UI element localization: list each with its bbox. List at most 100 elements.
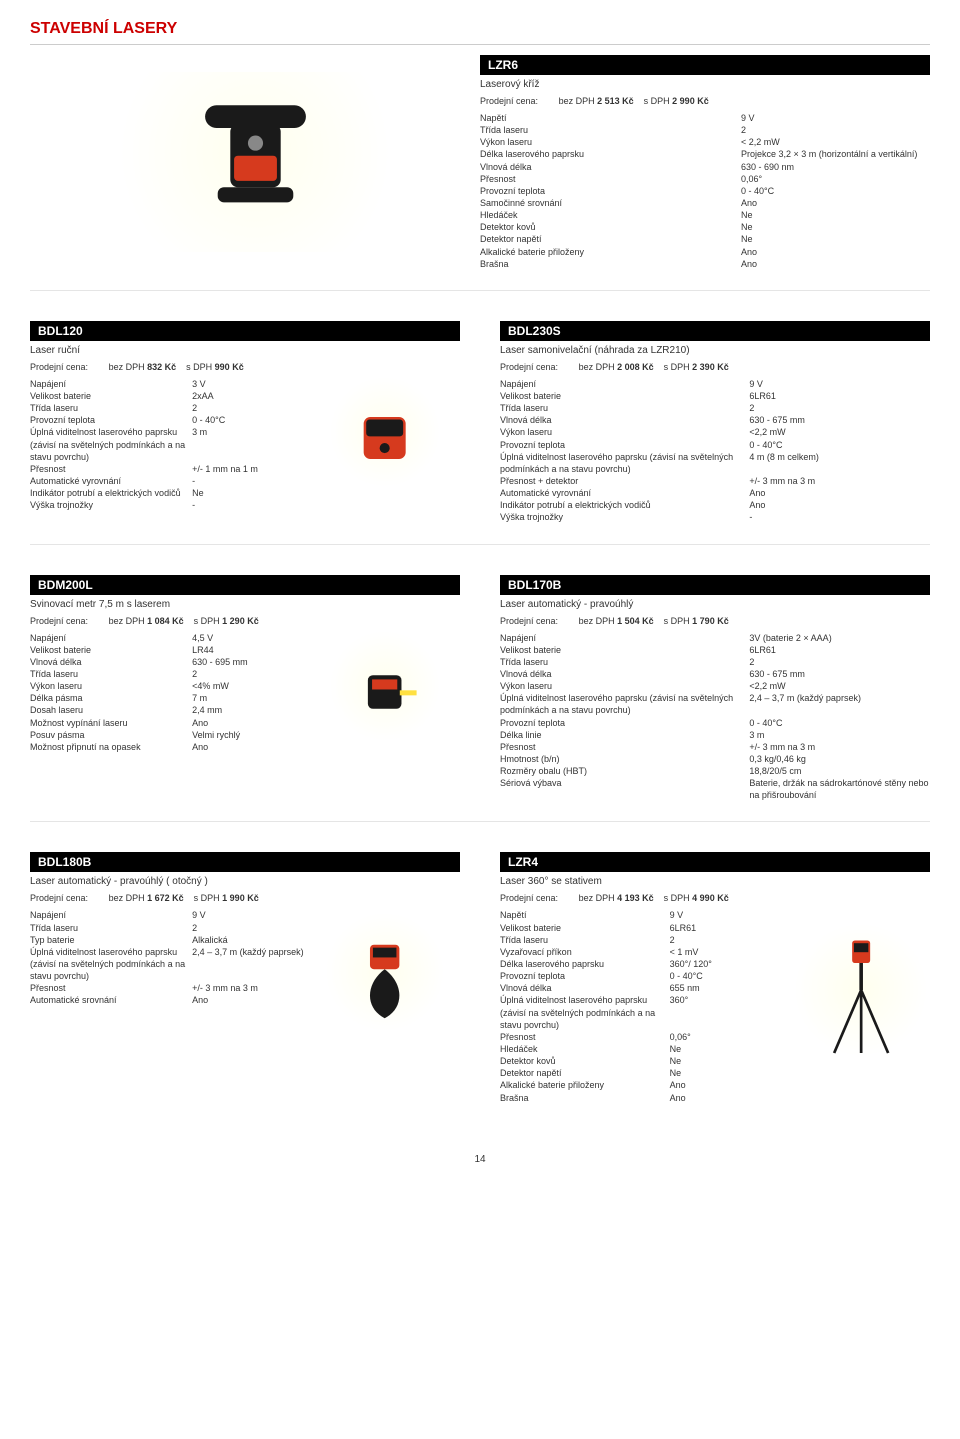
spec-key: Velikost baterie <box>30 644 192 656</box>
spec-key: Vlnová délka <box>480 161 741 173</box>
spec-row: Automatické srovnáníAno <box>30 994 310 1006</box>
spec-value: 630 - 675 mm <box>749 668 930 680</box>
spec-key: Velikost baterie <box>500 390 749 402</box>
spec-value: Ne <box>192 487 309 499</box>
spec-value: 9 V <box>741 112 930 124</box>
spec-value: 2 <box>670 934 793 946</box>
spec-key: Brašna <box>480 258 741 270</box>
spec-key: Velikost baterie <box>30 390 192 402</box>
spec-row: Provozní teplota0 - 40°C <box>500 439 930 451</box>
spec-value: < 2,2 mW <box>741 136 930 148</box>
spec-key: Napájení <box>30 378 192 390</box>
price-ex: 2 513 Kč <box>597 96 634 106</box>
spec-row: BrašnaAno <box>500 1092 792 1104</box>
spec-key: Úplná viditelnost laserového paprsku (zá… <box>500 994 670 1030</box>
spec-row: Alkalické baterie přiloženyAno <box>480 246 930 258</box>
spec-row: Přesnost0,06° <box>500 1031 792 1043</box>
spec-value: Ne <box>741 221 930 233</box>
spec-row: Detektor kovůNe <box>500 1055 792 1067</box>
spec-value: Ano <box>192 741 309 753</box>
spec-value: Ano <box>192 994 309 1006</box>
product-bdl120: BDL120 Laser ruční Prodejní cena: bez DP… <box>30 321 480 524</box>
spec-row: Automatické vyrovnáníAno <box>500 487 930 499</box>
spec-value: Ne <box>741 209 930 221</box>
price-list-label: Prodejní cena: <box>30 893 106 903</box>
spec-row: Sériová výbavaBaterie, držák na sádrokar… <box>500 777 930 801</box>
spec-key: Samočinné srovnání <box>480 197 741 209</box>
spec-row: Délka laserového paprsku360°/ 120° <box>500 958 792 970</box>
spec-row: Provozní teplota0 - 40°C <box>480 185 930 197</box>
spec-value: 630 - 675 mm <box>749 414 930 426</box>
spec-row: Detektor kovůNe <box>480 221 930 233</box>
spec-key: Typ baterie <box>30 934 192 946</box>
spec-row: Vlnová délka630 - 690 nm <box>480 161 930 173</box>
spec-row: Napájení4,5 V <box>30 632 310 644</box>
spec-row: Úplná viditelnost laserového paprsku (zá… <box>500 451 930 475</box>
price-ex: 1 504 Kč <box>617 616 654 626</box>
spec-row: Délka pásma7 m <box>30 692 310 704</box>
spec-value: Ano <box>192 717 309 729</box>
spec-key: Přesnost <box>480 173 741 185</box>
spec-key: Třída laseru <box>480 124 741 136</box>
product-image-bdl120 <box>310 378 461 498</box>
spec-row: Velikost baterie6LR61 <box>500 922 792 934</box>
price-list-label: Prodejní cena: <box>480 96 556 106</box>
price-ex: 832 Kč <box>147 362 176 372</box>
spec-key: Možnost vypínání laseru <box>30 717 192 729</box>
section-title: STAVEBNÍ LASERY <box>30 20 930 45</box>
spec-key: Délka linie <box>500 729 749 741</box>
price-ex: 2 008 Kč <box>617 362 654 372</box>
spec-key: Třída laseru <box>30 668 192 680</box>
spec-value: +/- 3 mm na 3 m <box>749 475 930 487</box>
spec-row: Indikátor potrubí a elektrických vodičůA… <box>500 499 930 511</box>
spec-value: 2 <box>192 402 309 414</box>
spec-row: Třída laseru2 <box>30 402 310 414</box>
spec-value: 0 - 40°C <box>749 717 930 729</box>
spec-key: Detektor napětí <box>480 233 741 245</box>
spec-value: 630 - 690 nm <box>741 161 930 173</box>
spec-value: Ano <box>749 487 930 499</box>
spec-key: Hledáček <box>480 209 741 221</box>
spec-row: Třída laseru2 <box>500 402 930 414</box>
price-list-label: Prodejní cena: <box>30 362 106 372</box>
price-line: Prodejní cena: bez DPH 2 008 Kč s DPH 2 … <box>500 360 930 378</box>
spec-key: Provozní teplota <box>500 970 670 982</box>
spec-row: Přesnost+/- 1 mm na 1 m <box>30 463 310 475</box>
spec-key: Přesnost <box>500 1031 670 1043</box>
spec-value: 18,8/20/5 cm <box>749 765 930 777</box>
spec-value: 2 <box>749 402 930 414</box>
spec-key: Úplná viditelnost laserového paprsku (zá… <box>500 451 749 475</box>
spec-key: Alkalické baterie přiloženy <box>480 246 741 258</box>
spec-row: Třída laseru2 <box>500 934 792 946</box>
spec-key: Velikost baterie <box>500 644 749 656</box>
product-image-lzr6 <box>30 72 480 252</box>
spec-key: Napájení <box>500 378 749 390</box>
product-bdl230s: BDL230S Laser samonivelační (náhrada za … <box>480 321 930 524</box>
spec-value: +/- 3 mm na 3 m <box>192 982 309 994</box>
spec-row: Dosah laseru2,4 mm <box>30 704 310 716</box>
spec-value: 7 m <box>192 692 309 704</box>
price-inc: 2 990 Kč <box>672 96 709 106</box>
price-line: Prodejní cena: bez DPH 832 Kč s DPH 990 … <box>30 360 460 378</box>
product-lzr6: LZR6 Laserový kříž Prodejní cena: bez DP… <box>30 55 930 291</box>
spec-row: HledáčekNe <box>500 1043 792 1055</box>
price-list-label: Prodejní cena: <box>500 893 576 903</box>
spec-row: Napájení3 V <box>30 378 310 390</box>
price-inc: 990 Kč <box>215 362 244 372</box>
spec-key: Třída laseru <box>500 656 749 668</box>
spec-value: Ne <box>670 1043 793 1055</box>
spec-table: Napětí9 VTřída laseru2Výkon laseru< 2,2 … <box>480 112 930 270</box>
spec-row: Detektor napětíNe <box>500 1067 792 1079</box>
row-2: BDL120 Laser ruční Prodejní cena: bez DP… <box>30 321 930 545</box>
spec-value: 4 m (8 m celkem) <box>749 451 930 475</box>
spec-key: Indikátor potrubí a elektrických vodičů <box>30 487 192 499</box>
spec-row: Vlnová délka630 - 675 mm <box>500 414 930 426</box>
spec-key: Délka laserového paprsku <box>480 148 741 160</box>
price-ex: 1 084 Kč <box>147 616 184 626</box>
spec-key: Vyzařovací příkon <box>500 946 670 958</box>
spec-value: 6LR61 <box>749 390 930 402</box>
spec-row: Napájení9 V <box>30 909 310 921</box>
spec-table: Napájení3 VVelikost baterie2xAATřída las… <box>30 378 310 512</box>
spec-row: Velikost baterieLR44 <box>30 644 310 656</box>
page-number: 14 <box>30 1154 930 1165</box>
